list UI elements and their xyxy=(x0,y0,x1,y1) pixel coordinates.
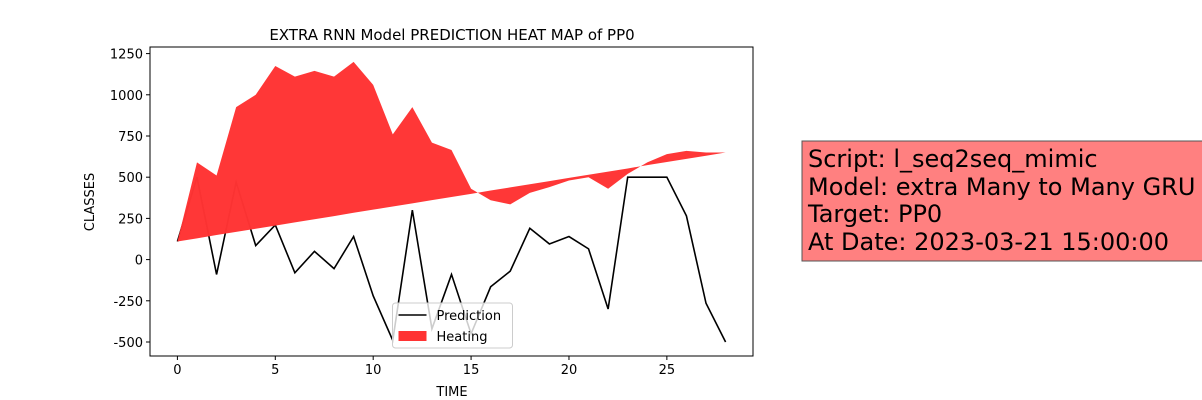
x-tick-label: 0 xyxy=(173,363,181,378)
prediction-line xyxy=(176,176,727,344)
y-tick-label: 1000 xyxy=(110,89,143,104)
annotation-box xyxy=(801,140,1202,262)
annotation-line: Script: l_seq2seq_mimic xyxy=(808,145,1098,173)
legend-label: Heating xyxy=(437,330,488,345)
x-tick-label: 25 xyxy=(659,363,676,378)
x-axis-label: TIME xyxy=(435,385,467,400)
y-tick-label: -250 xyxy=(113,295,143,310)
x-tick-label: 10 xyxy=(365,363,382,378)
y-tick-label: 1250 xyxy=(110,48,143,63)
annotation-line: Target: PP0 xyxy=(807,200,942,228)
y-tick-label: 0 xyxy=(135,254,143,269)
y-tick-label: 250 xyxy=(118,212,143,227)
chart-title: EXTRA RNN Model PREDICTION HEAT MAP of P… xyxy=(269,26,634,44)
annotation-line: Model: extra Many to Many GRU xyxy=(808,173,1195,201)
heating-area xyxy=(177,61,726,242)
y-tick-label: -500 xyxy=(113,336,143,351)
x-tick-label: 20 xyxy=(561,363,578,378)
plot-frame xyxy=(149,46,754,357)
x-tick-label: 5 xyxy=(271,363,279,378)
y-tick-label: 500 xyxy=(118,171,143,186)
x-tick-label: 15 xyxy=(463,363,480,378)
y-axis-label: CLASSES xyxy=(83,173,98,231)
y-tick-label: 750 xyxy=(118,130,143,145)
legend-label: Prediction xyxy=(437,309,502,324)
legend-swatch xyxy=(398,331,427,341)
annotation-line: At Date: 2023-03-21 15:00:00 xyxy=(808,228,1169,256)
